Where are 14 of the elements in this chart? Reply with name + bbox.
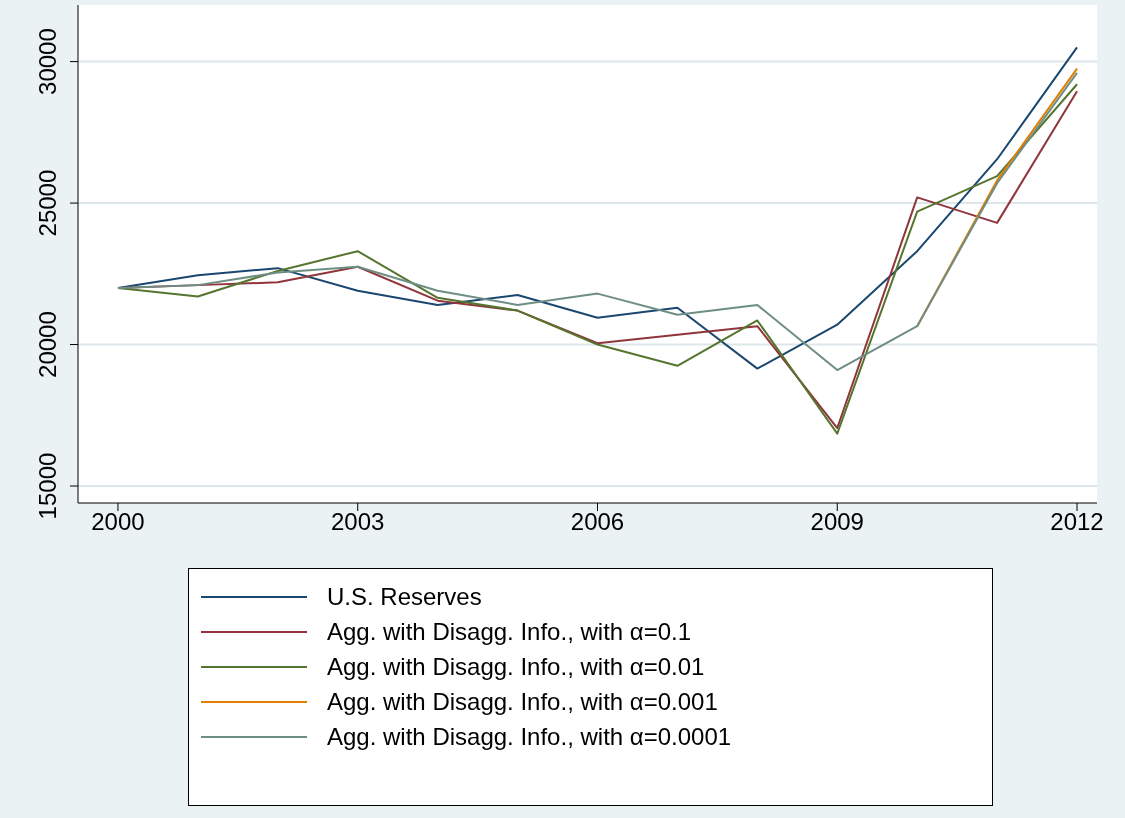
- y-tick-label: 30000: [34, 28, 61, 95]
- legend-label: Agg. with Disagg. Info., with α=0.01: [327, 652, 705, 681]
- legend-label: Agg. with Disagg. Info., with α=0.001: [327, 687, 718, 716]
- x-tick-label: 2009: [810, 508, 864, 536]
- x-tick-label: 2003: [331, 508, 385, 536]
- legend-label: U.S. Reserves: [327, 582, 482, 611]
- legend-label: Agg. with Disagg. Info., with α=0.0001: [327, 722, 732, 751]
- x-tick-label: 2006: [570, 508, 625, 536]
- legend-label: Agg. with Disagg. Info., with α=0.1: [327, 617, 692, 646]
- y-tick-label: 15000: [34, 452, 61, 520]
- y-tick-label: 25000: [34, 169, 61, 237]
- y-tick-label: 20000: [34, 311, 61, 378]
- x-tick-label: 2000: [91, 508, 145, 536]
- x-tick-label: 2012: [1050, 508, 1104, 536]
